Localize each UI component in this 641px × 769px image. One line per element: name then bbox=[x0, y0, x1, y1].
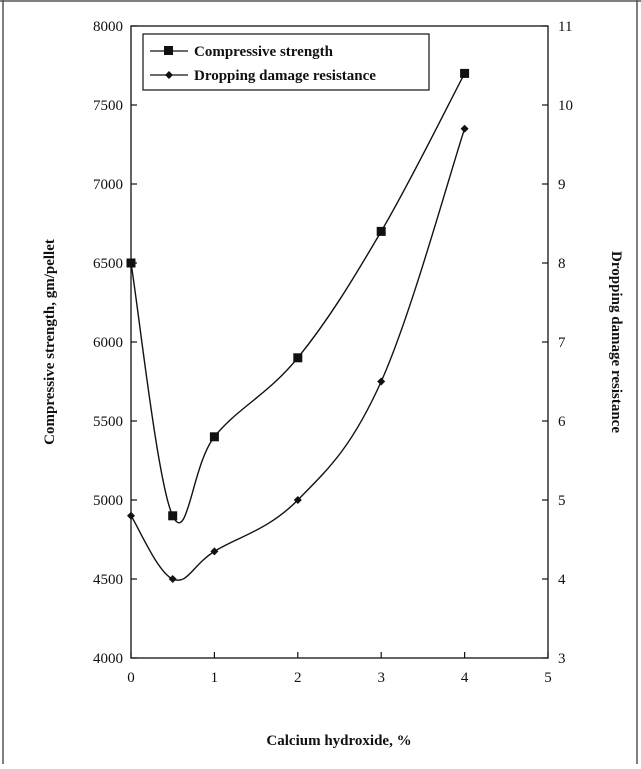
data-point-dropping bbox=[293, 496, 302, 504]
legend-label-dropping: Dropping damage resistance bbox=[194, 68, 376, 84]
y-tick-label: 5500 bbox=[93, 414, 123, 430]
data-point-compressive bbox=[376, 226, 386, 236]
y-tick-label: 7000 bbox=[93, 177, 123, 193]
data-point-compressive bbox=[126, 258, 136, 268]
y-tick-label: 4500 bbox=[93, 572, 123, 588]
plot-area bbox=[130, 25, 549, 659]
data-point-compressive bbox=[168, 511, 178, 521]
data-point-dropping bbox=[377, 377, 386, 386]
x-tick-label: 5 bbox=[544, 670, 552, 686]
data-point-dropping bbox=[168, 575, 177, 583]
y2-tick-label: 3 bbox=[558, 651, 566, 667]
data-point-dropping bbox=[210, 547, 219, 556]
legend-label-compressive: Compressive strength bbox=[194, 44, 334, 60]
y2-tick-label: 8 bbox=[558, 256, 566, 272]
axes-layer: 4000 4500 5000 5500 6000 6500 7000 7500 8000 3 4 5 6… bbox=[93, 19, 573, 686]
y-tick-label: 8000 bbox=[93, 19, 123, 35]
x-tick-label: 1 bbox=[211, 670, 219, 686]
data-point-compressive bbox=[209, 432, 219, 442]
x-tick-label: 3 bbox=[377, 670, 385, 686]
x-tick-label: 4 bbox=[461, 670, 469, 686]
y2-tick-label: 6 bbox=[558, 414, 566, 430]
legend-marker-dropping bbox=[165, 71, 173, 79]
y2-tick-label: 5 bbox=[558, 493, 566, 509]
data-point-compressive bbox=[460, 68, 470, 78]
series-line-compressive bbox=[130, 73, 466, 524]
y2-tick-label: 10 bbox=[558, 98, 573, 114]
legend: Compressive strength Dropping damage res… bbox=[142, 33, 430, 91]
y-tick-label: 4000 bbox=[93, 651, 123, 667]
y2-axis-title: Dropping damage resistance bbox=[608, 251, 624, 433]
y-tick-label: 6000 bbox=[93, 335, 123, 351]
legend-box bbox=[142, 33, 430, 91]
legend-marker-compressive bbox=[164, 46, 173, 55]
data-point-dropping bbox=[127, 511, 135, 520]
data-point-compressive bbox=[293, 353, 303, 363]
x-tick-label: 0 bbox=[127, 670, 135, 686]
x-tick-label: 2 bbox=[294, 670, 302, 686]
data-point-dropping bbox=[460, 124, 469, 133]
y2-tick-label: 4 bbox=[558, 572, 566, 588]
y2-tick-label: 9 bbox=[558, 177, 566, 193]
y-tick-label: 6500 bbox=[93, 256, 123, 272]
series-layer bbox=[126, 68, 470, 583]
y2-tick-label: 11 bbox=[558, 19, 572, 35]
y2-tick-label: 7 bbox=[558, 335, 566, 351]
y-tick-label: 5000 bbox=[93, 493, 123, 509]
y-tick-label: 7500 bbox=[93, 98, 123, 114]
x-axis-title: Calcium hydroxide, % bbox=[266, 733, 411, 749]
y-axis-title: Compressive strength, gm/pellet bbox=[42, 239, 58, 445]
